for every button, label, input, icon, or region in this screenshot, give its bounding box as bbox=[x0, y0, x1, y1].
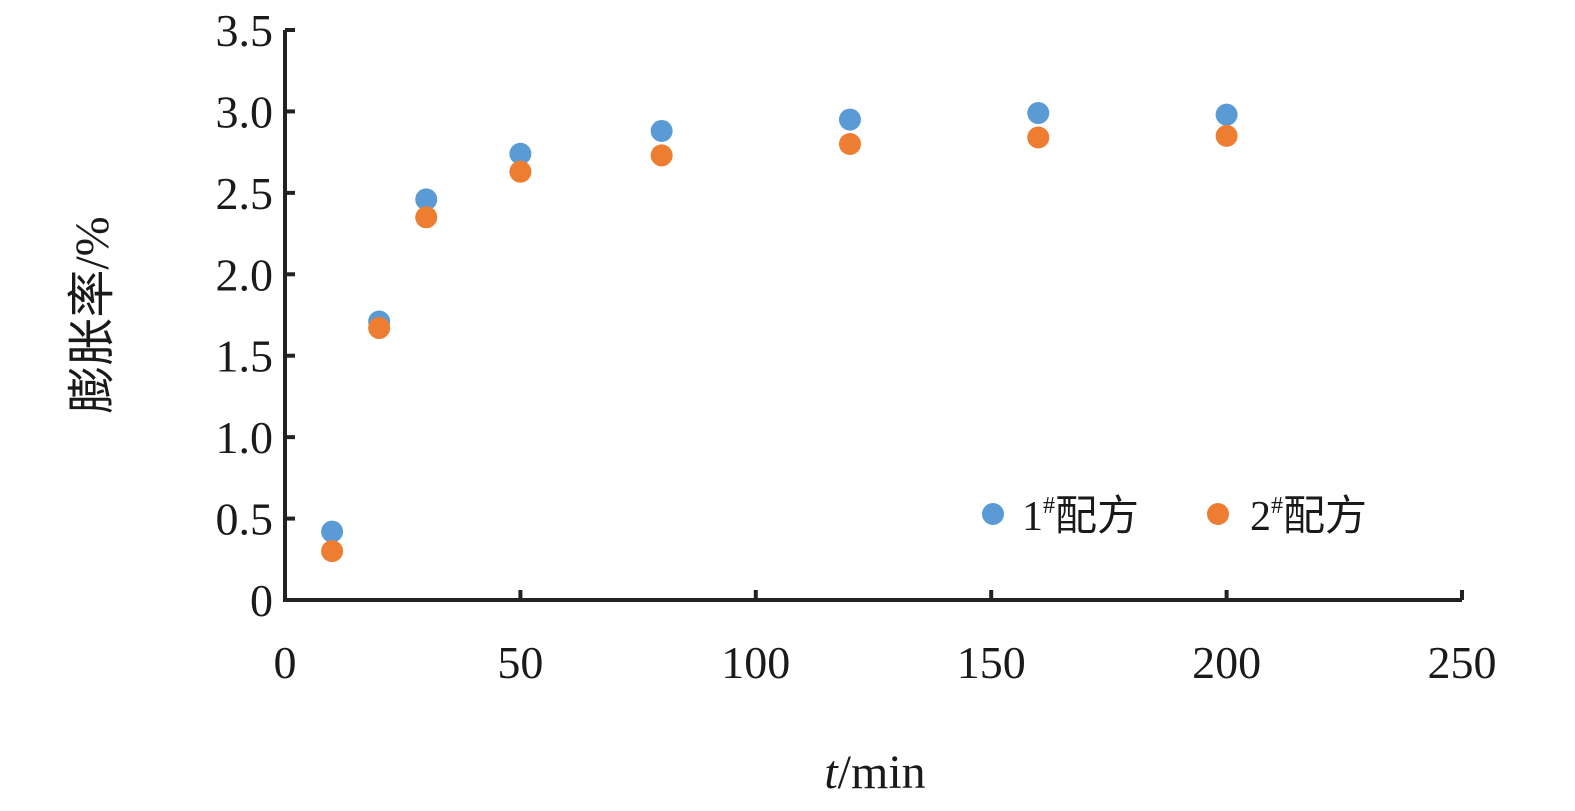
legend: 1#配方 2#配方 bbox=[982, 493, 1367, 540]
data-point-series-1 bbox=[509, 142, 532, 165]
y-tick-label: 2.5 bbox=[216, 168, 274, 219]
legend-marker-series-1 bbox=[982, 503, 1004, 525]
legend-label-series-1-text: 配方 bbox=[1055, 494, 1139, 540]
legend-label-series-2: 2#配方 bbox=[1250, 493, 1367, 540]
legend-label-series-1: 1#配方 bbox=[1022, 493, 1139, 540]
data-point-series-2 bbox=[321, 540, 344, 563]
legend-label-series-1-sup: # bbox=[1043, 493, 1055, 519]
data-point-series-2 bbox=[838, 133, 861, 155]
y-tick-label: 3.5 bbox=[216, 5, 274, 56]
data-point-series-2 bbox=[509, 160, 532, 183]
data-point-series-1 bbox=[1215, 103, 1238, 126]
y-tick-label: 2.0 bbox=[216, 249, 274, 300]
legend-item-series-2: 2#配方 bbox=[1207, 493, 1367, 540]
y-ticks: 0 0.5 1.0 1.5 2.0 2.5 3.0 3.5 bbox=[216, 5, 295, 626]
legend-label-series-2-sup: # bbox=[1271, 493, 1283, 519]
legend-label-series-2-number: 2 bbox=[1250, 494, 1271, 540]
data-point-series-1 bbox=[1027, 102, 1050, 125]
legend-label-series-1-number: 1 bbox=[1022, 494, 1043, 540]
data-point-series-2 bbox=[650, 144, 673, 167]
x-ticks: 0 50 100 150 200 250 bbox=[274, 590, 1497, 688]
y-tick-label: 0.5 bbox=[216, 494, 274, 545]
x-tick-label: 200 bbox=[1192, 637, 1261, 688]
x-tick-label: 50 bbox=[497, 637, 543, 688]
data-point-series-2 bbox=[368, 317, 391, 340]
legend-item-series-1: 1#配方 bbox=[982, 493, 1139, 540]
axes bbox=[283, 30, 1462, 602]
y-axis-title: 膨胀率/% bbox=[66, 216, 119, 413]
x-axis-title-italic: t bbox=[824, 746, 839, 799]
x-axis-title-unit: /min bbox=[838, 746, 926, 799]
data-points bbox=[321, 102, 1238, 563]
data-point-series-2 bbox=[1027, 126, 1050, 149]
x-tick-label: 100 bbox=[721, 637, 790, 688]
y-tick-label: 0 bbox=[250, 575, 273, 626]
x-tick-label: 250 bbox=[1428, 637, 1497, 688]
data-point-series-1 bbox=[838, 108, 861, 131]
x-tick-label: 0 bbox=[274, 637, 297, 688]
data-point-series-1 bbox=[650, 119, 673, 142]
y-tick-label: 1.0 bbox=[216, 412, 274, 463]
data-point-series-1 bbox=[321, 520, 344, 543]
legend-marker-series-2 bbox=[1207, 503, 1229, 525]
x-tick-label: 150 bbox=[957, 637, 1026, 688]
x-axis-title: t/min bbox=[824, 746, 925, 799]
data-point-series-2 bbox=[1215, 124, 1238, 147]
data-point-series-1 bbox=[415, 188, 438, 211]
data-point-series-2 bbox=[415, 206, 438, 229]
y-tick-label: 1.5 bbox=[216, 331, 274, 382]
y-tick-label: 3.0 bbox=[216, 86, 274, 137]
legend-label-series-2-text: 配方 bbox=[1283, 494, 1367, 540]
